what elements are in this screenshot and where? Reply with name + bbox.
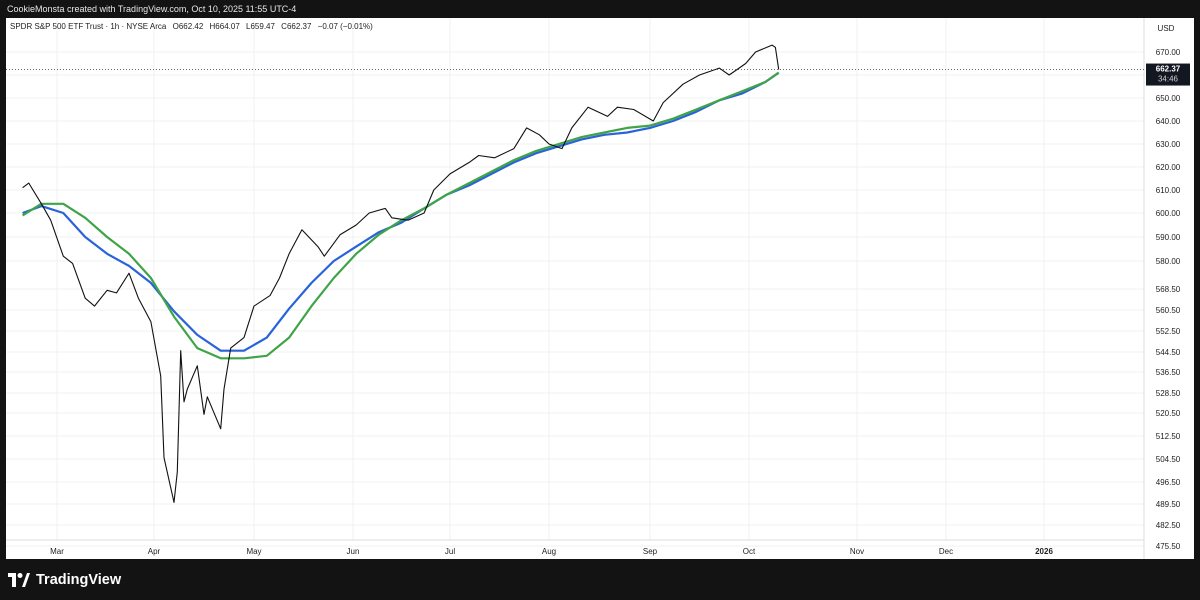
x-tick-label: Oct <box>743 547 756 556</box>
current-price-label: 662.37 34:46 <box>1146 63 1190 86</box>
tradingview-logo-icon <box>8 573 30 587</box>
price-axis[interactable]: 475.50 482.50 489.50 496.50 504.50 512.50 520.… <box>1156 48 1181 551</box>
chart-panel[interactable]: 475.50 482.50 489.50 496.50 504.50 512.50 520.… <box>6 18 1194 559</box>
y-tick-label: 489.50 <box>1156 500 1181 509</box>
y-tick-label: 620.00 <box>1156 163 1181 172</box>
symbol-name[interactable]: SPDR S&P 500 ETF Trust · 1h · NYSE Arca <box>10 22 167 31</box>
change-value: −0.07 (−0.01%) <box>318 22 373 31</box>
moving-averages <box>22 71 780 360</box>
footer-bar: TradingView <box>0 559 1200 600</box>
symbol-legend[interactable]: SPDR S&P 500 ETF Trust · 1h · NYSE Arca … <box>10 22 373 31</box>
y-tick-label: 544.50 <box>1156 348 1181 357</box>
x-tick-label: 2026 <box>1035 547 1053 556</box>
open-value: O662.42 <box>173 22 204 31</box>
grid <box>6 18 1144 547</box>
x-tick-label: Sep <box>643 547 658 556</box>
x-tick-label: Apr <box>148 547 161 556</box>
close-value: C662.37 <box>281 22 312 31</box>
y-tick-label: 590.00 <box>1156 233 1181 242</box>
price-series <box>22 44 780 503</box>
y-tick-label: 560.50 <box>1156 306 1181 315</box>
svg-text:SPDR S&P 500 ETF Trust · 1h ·: SPDR S&P 500 ETF Trust · 1h · NYSE Arca … <box>10 22 373 31</box>
y-tick-label: 670.00 <box>1156 48 1181 57</box>
x-tick-label: Jul <box>445 547 455 556</box>
y-tick-label: 580.00 <box>1156 257 1181 266</box>
price-chart[interactable]: 475.50 482.50 489.50 496.50 504.50 512.50 520.… <box>6 18 1194 559</box>
y-tick-label: 520.50 <box>1156 409 1181 418</box>
y-tick-label: 528.50 <box>1156 389 1181 398</box>
price-line <box>22 44 780 503</box>
moving-average-green-line <box>22 71 780 360</box>
y-tick-label: 600.00 <box>1156 209 1181 218</box>
high-value: H664.07 <box>210 22 241 31</box>
y-tick-label: 496.50 <box>1156 478 1181 487</box>
attribution-text: CookieMonsta created with TradingView.co… <box>7 4 297 14</box>
x-tick-label: Nov <box>850 547 864 556</box>
y-tick-label: 630.00 <box>1156 140 1181 149</box>
y-tick-label: 512.50 <box>1156 432 1181 441</box>
tradingview-logo[interactable]: TradingView <box>8 570 121 590</box>
currency-label[interactable]: USD <box>1158 24 1175 33</box>
low-value: L659.47 <box>246 22 275 31</box>
y-tick-label: 536.50 <box>1156 368 1181 377</box>
y-tick-label: 640.00 <box>1156 117 1181 126</box>
bar-countdown: 34:46 <box>1158 75 1179 84</box>
y-tick-label: 552.50 <box>1156 327 1181 336</box>
y-tick-label: 610.00 <box>1156 186 1181 195</box>
moving-average-blue-line <box>22 71 780 352</box>
brand-name: TradingView <box>36 572 122 588</box>
x-tick-label: Dec <box>939 547 953 556</box>
current-price-value: 662.37 <box>1156 65 1181 74</box>
y-tick-label: 568.50 <box>1156 285 1181 294</box>
x-tick-label: Jun <box>347 547 360 556</box>
y-tick-label: 504.50 <box>1156 455 1181 464</box>
y-tick-label: 475.50 <box>1156 542 1181 551</box>
x-tick-label: May <box>246 547 261 556</box>
x-tick-label: Mar <box>50 547 64 556</box>
x-tick-label: Aug <box>542 547 556 556</box>
chart-attribution-bar: CookieMonsta created with TradingView.co… <box>0 0 1200 18</box>
y-tick-label: 650.00 <box>1156 94 1181 103</box>
time-axis[interactable]: Mar Apr May Jun Jul Aug Sep Oct Nov Dec 2026 <box>50 547 1053 556</box>
y-tick-label: 482.50 <box>1156 521 1181 530</box>
